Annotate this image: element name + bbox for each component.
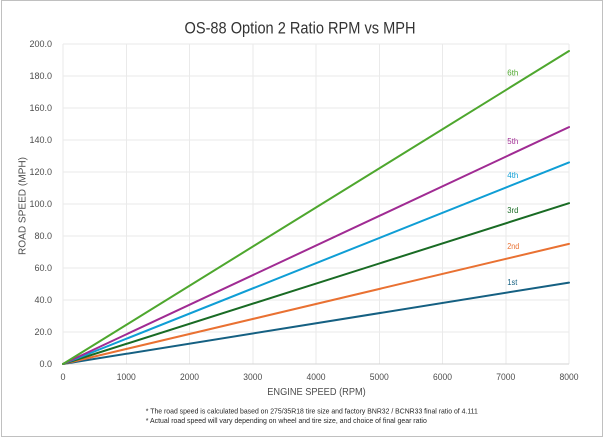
svg-text:ROAD SPEED (MPH): ROAD SPEED (MPH) — [18, 157, 29, 255]
svg-text:5000: 5000 — [370, 372, 389, 382]
svg-text:40.0: 40.0 — [34, 295, 52, 305]
svg-text:* Actual road speed will vary: * Actual road speed will vary depending … — [146, 416, 427, 425]
svg-text:20.0: 20.0 — [34, 327, 52, 337]
svg-text:180.0: 180.0 — [29, 71, 52, 81]
svg-text:80.0: 80.0 — [34, 231, 52, 241]
svg-text:1000: 1000 — [117, 372, 136, 382]
svg-text:* The road speed is calculated: * The road speed is calculated based on … — [146, 407, 478, 416]
svg-text:160.0: 160.0 — [29, 103, 52, 113]
svg-text:120.0: 120.0 — [29, 167, 52, 177]
svg-text:2nd: 2nd — [507, 242, 519, 251]
svg-text:0.0: 0.0 — [39, 359, 52, 369]
svg-text:4th: 4th — [507, 171, 518, 180]
svg-text:60.0: 60.0 — [34, 263, 52, 273]
svg-text:7000: 7000 — [496, 372, 515, 382]
svg-text:6th: 6th — [507, 68, 518, 77]
svg-text:5th: 5th — [507, 137, 518, 146]
svg-text:8000: 8000 — [560, 372, 579, 382]
svg-text:OS-88 Option 2 Ratio RPM vs MP: OS-88 Option 2 Ratio RPM vs MPH — [185, 19, 416, 37]
svg-text:ENGINE SPEED (RPM): ENGINE SPEED (RPM) — [267, 387, 366, 398]
svg-text:200.0: 200.0 — [29, 39, 52, 49]
svg-text:1st: 1st — [507, 278, 518, 287]
svg-text:2000: 2000 — [180, 372, 199, 382]
svg-text:4000: 4000 — [307, 372, 326, 382]
svg-text:140.0: 140.0 — [29, 135, 52, 145]
svg-text:100.0: 100.0 — [29, 199, 52, 209]
svg-text:6000: 6000 — [433, 372, 452, 382]
svg-text:3rd: 3rd — [507, 206, 518, 215]
svg-text:0: 0 — [60, 372, 65, 382]
svg-text:3000: 3000 — [243, 372, 262, 382]
